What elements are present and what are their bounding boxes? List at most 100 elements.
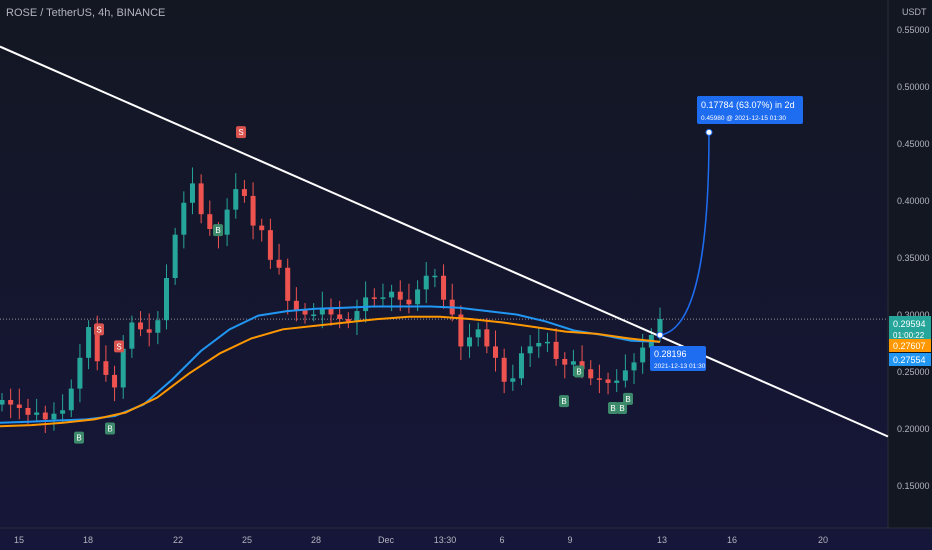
candle-body (622, 370, 628, 381)
resistance-trendline (0, 45, 889, 438)
x-tick-label: 13:30 (434, 535, 457, 545)
candle-body (319, 307, 325, 315)
x-tick-label: Dec (378, 535, 395, 545)
price-axis-panel (888, 0, 932, 528)
candle-body (363, 297, 369, 312)
target-change-label: 0.17784 (63.07%) in 2d (701, 100, 795, 110)
candle-body (259, 225, 265, 231)
sell-signal-marker (94, 323, 104, 336)
orange-ema-badge (889, 339, 931, 352)
candle-body (337, 314, 343, 320)
candle-body (389, 291, 395, 298)
y-tick-label: 0.55000 (897, 25, 930, 35)
candle-body (631, 362, 637, 371)
target-callout-box (697, 96, 803, 124)
candle-body (510, 378, 516, 382)
candle-body (25, 407, 31, 415)
buy-signal-marker (608, 401, 618, 414)
buy-signal-marker (617, 401, 627, 414)
ema-orange-line (0, 315, 661, 428)
orange-ema-label: 0.27607 (893, 341, 926, 351)
candle-body (42, 412, 48, 420)
y-tick-label: 0.15000 (897, 481, 930, 491)
candle-body (562, 358, 568, 365)
signal-marker-label: B (561, 397, 566, 406)
candle-body (16, 404, 22, 408)
y-tick-label: 0.30000 (897, 310, 930, 320)
candle-body (614, 380, 620, 383)
signal-marker-label: S (238, 128, 243, 137)
candle-body (8, 400, 14, 405)
candle-body (233, 189, 239, 210)
breakout-point (656, 331, 664, 339)
buy-signal-marker (623, 392, 633, 405)
signal-marker-label: B (619, 404, 624, 413)
y-tick-label: 0.20000 (897, 424, 930, 434)
x-tick-label: 28 (311, 535, 321, 545)
candle-body (250, 195, 256, 226)
candle-body (432, 275, 438, 278)
candle-body (493, 346, 498, 358)
y-tick-label: 0.35000 (897, 253, 930, 263)
candle-body (605, 379, 611, 383)
candle-body (345, 319, 351, 322)
candle-body (354, 311, 360, 322)
candle-body (285, 267, 291, 301)
x-tick-label: 20 (818, 535, 828, 545)
candle-body (86, 327, 92, 358)
candle-body (164, 278, 169, 321)
breakout-datetime-label: 2021-12-13 01:30 (654, 363, 706, 370)
candle-body (311, 314, 317, 316)
signal-marker-label: S (96, 325, 101, 334)
candle-body (181, 202, 187, 235)
symbol-title: ROSE / TetherUS, 4h, BINANCE (6, 7, 166, 19)
y-tick-label: 0.50000 (897, 82, 930, 92)
candle-body (207, 214, 213, 229)
candle-body (518, 353, 524, 379)
target-point (705, 128, 713, 136)
candle-body (293, 300, 299, 310)
signal-marker-label: B (215, 226, 220, 235)
y-tick-label: 0.40000 (897, 196, 930, 206)
buy-signal-marker (574, 365, 584, 378)
candle-body (553, 341, 559, 359)
candle-body (596, 378, 602, 380)
breakout-callout-box (650, 346, 706, 371)
candle-body (570, 361, 576, 365)
candle-body (423, 275, 429, 290)
candle-body (467, 337, 473, 347)
candle-body (371, 297, 377, 299)
candle-body (640, 347, 646, 363)
candle-body (172, 234, 178, 279)
candle-body (189, 183, 195, 203)
buy-signal-marker (74, 431, 84, 444)
signal-marker-label: B (76, 434, 81, 443)
candle-body (241, 189, 247, 196)
x-tick-label: 9 (567, 535, 572, 545)
candle-body (536, 343, 542, 347)
candle-body (267, 230, 273, 260)
candle-body (406, 299, 412, 305)
candle-body (397, 291, 403, 300)
candle-body (51, 413, 57, 420)
y-tick-label: 0.25000 (897, 367, 930, 377)
signal-marker-label: B (576, 368, 581, 377)
signal-marker-label: B (107, 425, 112, 434)
x-tick-label: 15 (14, 535, 24, 545)
candle-body (380, 297, 386, 299)
candle-body (475, 329, 481, 338)
candle-body (138, 322, 144, 330)
y-tick-label: 0.45000 (897, 139, 930, 149)
x-tick-label: 25 (242, 535, 252, 545)
candle-body (198, 183, 204, 215)
candle-body (501, 357, 507, 382)
x-tick-label: 22 (173, 535, 183, 545)
projection-curve (659, 132, 710, 336)
candle-body (129, 322, 135, 349)
candle-body (120, 348, 126, 388)
candle-body (302, 309, 308, 315)
candle-body (112, 374, 118, 388)
candle-body (657, 319, 663, 336)
